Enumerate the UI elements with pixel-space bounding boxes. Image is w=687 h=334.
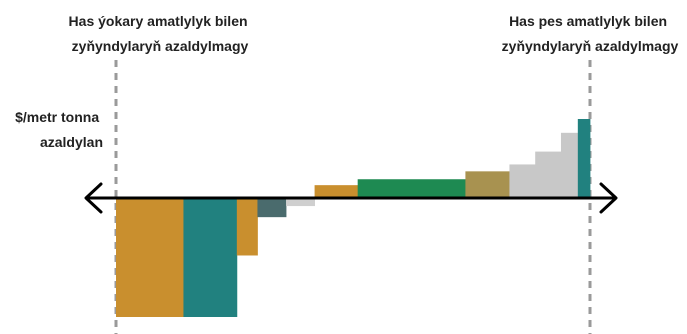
bar-10 <box>535 151 562 198</box>
right-annotation-line-2: zyňyndylaryň azaldylmagy <box>502 38 679 54</box>
y-axis-label-line-2: azaldylan <box>40 134 103 150</box>
bar-2 <box>183 198 238 317</box>
right-annotation: Has pes amatlylyk bilen zyňyndylaryň aza… <box>502 13 679 54</box>
bar-4 <box>257 198 287 218</box>
x-axis-right-arrow <box>599 182 618 214</box>
x-axis <box>84 182 618 214</box>
y-axis-label-line-1: $/metr tonna <box>15 109 99 125</box>
bar-6 <box>314 185 359 198</box>
bar-11 <box>560 132 579 198</box>
bar-7 <box>357 179 466 198</box>
bars-group <box>116 119 591 317</box>
bar-8 <box>465 171 510 198</box>
bar-9 <box>509 164 536 199</box>
left-annotation-line-2: zyňyndylaryň azaldylmagy <box>72 38 249 54</box>
right-annotation-line-1: Has pes amatlylyk bilen <box>509 13 667 29</box>
x-axis-left-arrow <box>84 182 103 214</box>
bar-5 <box>286 198 315 207</box>
y-axis-label: $/metr tonna azaldylan <box>15 109 103 150</box>
left-annotation: Has ýokary amatlylyk bilen zyňyndylaryň … <box>69 13 252 54</box>
bar-12 <box>577 119 591 198</box>
bar-3 <box>236 198 258 256</box>
bar-1 <box>116 198 184 317</box>
left-annotation-line-1: Has ýokary amatlylyk bilen <box>69 13 248 29</box>
